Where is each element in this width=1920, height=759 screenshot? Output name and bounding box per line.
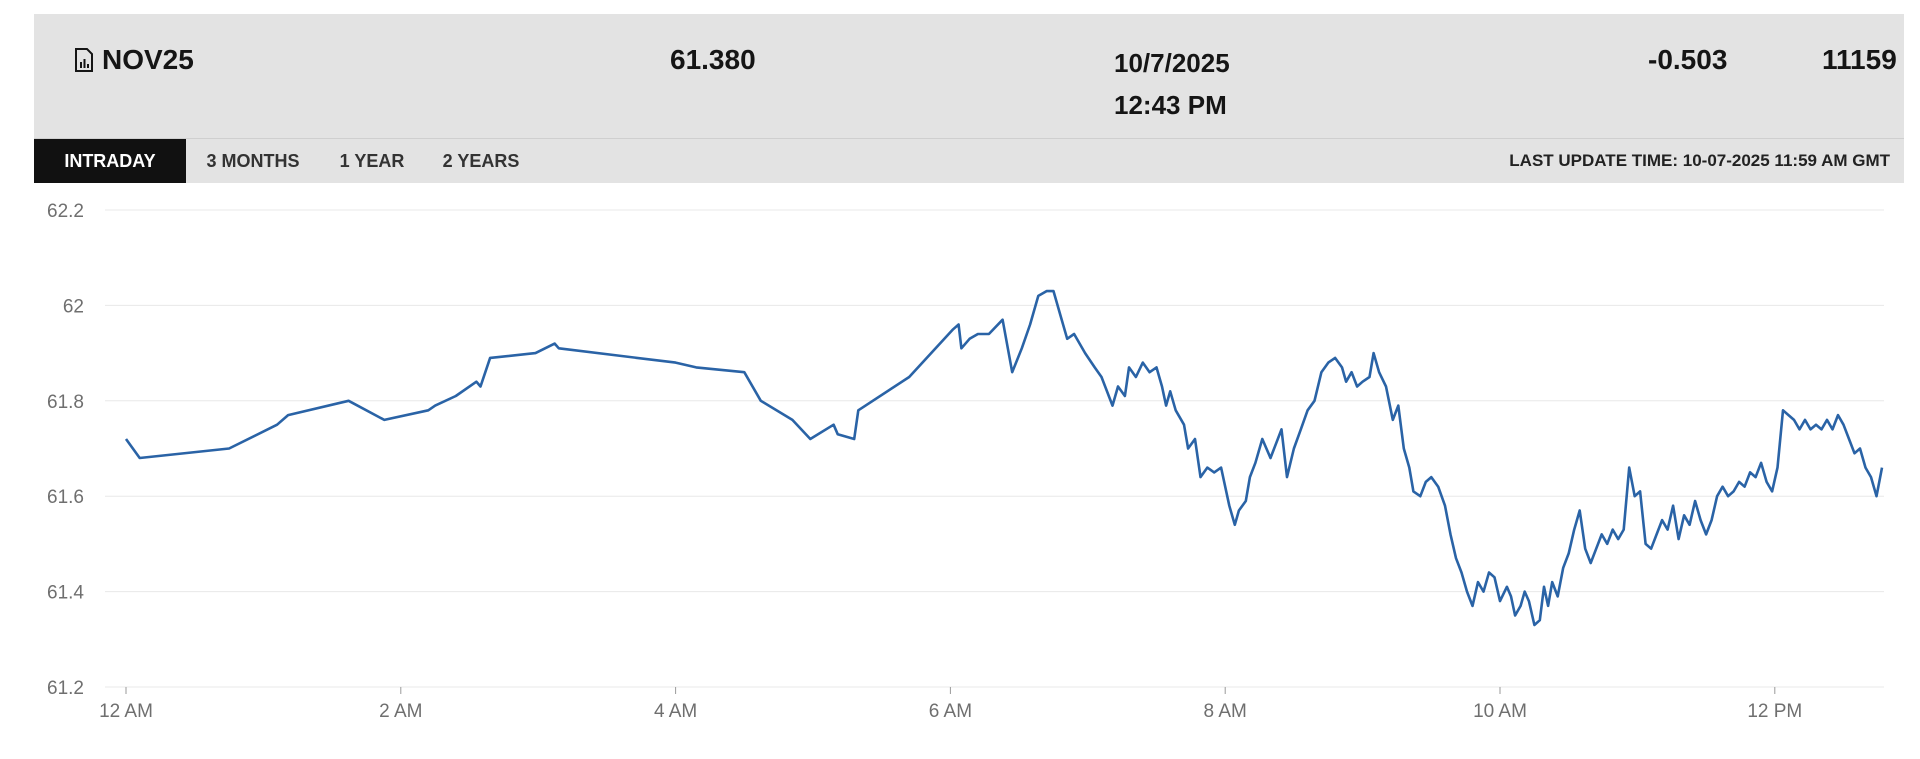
y-tick-label: 62.2	[47, 201, 84, 222]
quote-datetime: 10/7/2025 12:43 PM	[1114, 42, 1230, 126]
symbol: NOV25	[74, 44, 194, 76]
range-tabs: INTRADAY 3 MONTHS 1 YEAR 2 YEARS LAST UP…	[34, 138, 1904, 183]
x-tick-label: 6 AM	[929, 701, 972, 722]
x-tick-label: 4 AM	[654, 701, 697, 722]
tab-intraday[interactable]: INTRADAY	[34, 139, 186, 183]
x-tick-label: 10 AM	[1473, 701, 1527, 722]
y-tick-label: 61.6	[47, 487, 84, 508]
y-tick-label: 61.8	[47, 392, 84, 413]
x-tick-label: 12 PM	[1747, 701, 1802, 722]
last-price: 61.380	[670, 44, 756, 75]
quote-header: NOV25 61.380 10/7/2025 12:43 PM -0.503 1…	[34, 14, 1904, 138]
tab-2-years[interactable]: 2 YEARS	[442, 151, 520, 171]
tab-1-year[interactable]: 1 YEAR	[339, 151, 405, 171]
x-tick-label: 8 AM	[1204, 701, 1247, 722]
quote-date: 10/7/2025	[1114, 48, 1230, 78]
y-tick-label: 62	[63, 296, 84, 317]
y-tick-label: 61.2	[47, 678, 84, 699]
tab-3-months[interactable]: 3 MONTHS	[206, 151, 300, 171]
x-tick-label: 2 AM	[379, 701, 422, 722]
price-change: -0.503	[1648, 44, 1728, 75]
price-chart: 62.2 62 61.8 61.6 61.4 61.2 12 AM 2 AM 4 AM 6 AM 8…	[47, 201, 1884, 722]
chart-document-icon	[75, 48, 93, 72]
x-tick-label: 12 AM	[99, 701, 153, 722]
y-tick-label: 61.4	[47, 583, 84, 604]
symbol-label: NOV25	[102, 44, 194, 75]
volume: 11159	[1822, 44, 1897, 75]
price-series-line	[124, 289, 1884, 627]
last-update-time: LAST UPDATE TIME: 10-07-2025 11:59 AM GM…	[1509, 151, 1890, 170]
quote-time: 12:43 PM	[1114, 90, 1227, 120]
